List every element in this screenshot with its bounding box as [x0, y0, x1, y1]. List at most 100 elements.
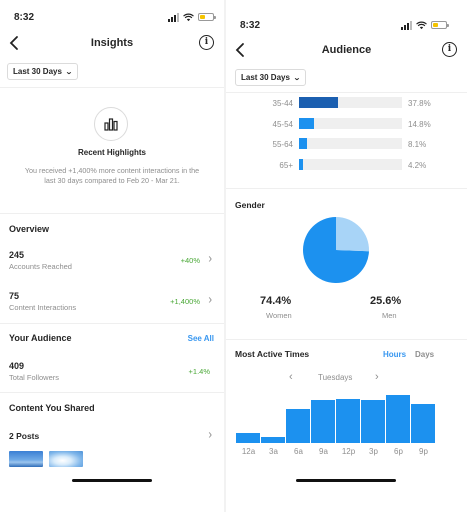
- prev-day-button[interactable]: ‹: [289, 371, 293, 383]
- wifi-icon: [183, 13, 194, 21]
- hour-bar: [336, 398, 360, 443]
- page-title: Audience: [321, 44, 372, 56]
- highlights-title: Recent Highlights: [77, 148, 146, 157]
- posts-count: 2 Posts: [9, 431, 40, 441]
- divider: [226, 339, 467, 340]
- age-percent: 4.2%: [408, 161, 427, 170]
- age-label: 55-64: [272, 140, 293, 149]
- wifi-icon: [416, 21, 427, 29]
- women-percent: 74.4%: [260, 295, 292, 307]
- page-title: Insights: [90, 37, 134, 49]
- post-thumbnail[interactable]: [9, 451, 43, 467]
- home-indicator: [296, 479, 396, 482]
- hour-bar: [236, 433, 260, 443]
- metric-value: 75: [9, 291, 20, 301]
- age-bar-fill: [299, 138, 308, 149]
- insights-screen: 8:32 Insights i Last 30 Days ⌄ Recent Hi…: [0, 0, 224, 512]
- battery-icon: [198, 13, 216, 21]
- age-row: 65+ 4.2%: [226, 159, 467, 173]
- active-hours-bar-chart: [236, 395, 436, 443]
- age-percent: 14.8%: [408, 120, 431, 129]
- age-row: 35-44 37.8%: [226, 97, 467, 111]
- hour-tick-label: 3p: [369, 447, 378, 456]
- hour-bar: [261, 437, 285, 443]
- divider: [0, 87, 224, 88]
- info-icon[interactable]: i: [199, 35, 214, 50]
- status-bar: 8:32: [14, 10, 216, 24]
- age-row: 45-54 14.8%: [226, 118, 467, 132]
- metric-value: 409: [9, 361, 25, 371]
- divider: [0, 213, 224, 214]
- nav-bar: Audience i: [226, 38, 467, 62]
- age-bar-track: [299, 138, 402, 149]
- chevron-down-icon: ⌄: [293, 74, 301, 82]
- age-percent: 37.8%: [408, 99, 431, 108]
- overview-heading: Overview: [9, 224, 50, 234]
- screen-divider: [224, 0, 226, 512]
- metric-label: Content Interactions: [9, 303, 77, 312]
- audience-heading: Your Audience: [9, 333, 72, 343]
- pie-slice-women: [303, 217, 369, 283]
- battery-icon: [431, 21, 449, 29]
- date-range-dropdown[interactable]: Last 30 Days ⌄: [7, 63, 78, 80]
- day-label: Tuesdays: [318, 373, 353, 382]
- active-times-heading: Most Active Times: [235, 349, 310, 359]
- age-bar-track: [299, 159, 402, 170]
- hour-bar: [286, 409, 310, 443]
- age-bar-fill: [299, 97, 338, 108]
- men-label: Men: [382, 311, 397, 320]
- bar-chart-icon: [94, 107, 128, 141]
- chevron-down-icon: ⌄: [65, 68, 73, 76]
- info-icon[interactable]: i: [442, 42, 457, 57]
- date-range-label: Last 30 Days: [13, 67, 62, 76]
- metric-delta: +1,400%: [170, 297, 200, 306]
- metric-value: 245: [9, 250, 25, 260]
- hour-bar: [411, 403, 435, 443]
- hour-tick-label: 6a: [294, 447, 303, 456]
- post-thumbnail[interactable]: [49, 451, 83, 467]
- chevron-right-icon: ›: [208, 427, 212, 443]
- age-bar-track: [299, 118, 402, 129]
- status-bar: 8:32: [240, 18, 449, 32]
- metric-label: Accounts Reached: [9, 262, 72, 271]
- age-row: 55-64 8.1%: [226, 138, 467, 152]
- metric-label: Total Followers: [9, 373, 60, 382]
- metric-delta: +40%: [180, 256, 200, 265]
- chevron-right-icon: ›: [208, 251, 212, 267]
- divider: [0, 323, 224, 324]
- tab-days[interactable]: Days: [415, 350, 435, 359]
- gender-pie-chart: [303, 217, 369, 283]
- hour-tick-label: 12a: [241, 447, 256, 456]
- age-label: 35-44: [272, 99, 293, 108]
- age-label: 65+: [279, 161, 293, 170]
- back-button[interactable]: [8, 35, 22, 51]
- age-label: 45-54: [272, 120, 293, 129]
- women-label: Women: [266, 311, 292, 320]
- age-bar-fill: [299, 118, 315, 129]
- metric-delta: +1.4%: [188, 367, 210, 376]
- age-percent: 8.1%: [408, 140, 427, 149]
- date-range-label: Last 30 Days: [241, 73, 290, 82]
- divider: [226, 188, 467, 189]
- date-range-dropdown[interactable]: Last 30 Days ⌄: [235, 69, 306, 86]
- hour-bar: [361, 399, 385, 443]
- hour-bar: [311, 399, 335, 443]
- divider: [0, 392, 224, 393]
- signal-icon: [401, 20, 412, 30]
- hour-tick-label: 6p: [394, 447, 403, 456]
- age-bar-track: [299, 97, 402, 108]
- hour-tick-label: 12p: [341, 447, 356, 456]
- nav-bar: Insights i: [0, 31, 224, 55]
- pie-slice-men: [336, 217, 369, 252]
- status-time: 8:32: [240, 19, 261, 31]
- chevron-right-icon: ›: [208, 292, 212, 308]
- next-day-button[interactable]: ›: [375, 371, 379, 383]
- gender-heading: Gender: [235, 200, 265, 210]
- highlights-text: You received +1,400% more content intera…: [24, 166, 200, 185]
- see-all-link[interactable]: See All: [187, 334, 214, 343]
- divider: [226, 92, 467, 93]
- men-percent: 25.6%: [370, 295, 402, 307]
- hour-bar: [386, 395, 410, 443]
- tab-hours[interactable]: Hours: [383, 350, 407, 359]
- back-button[interactable]: [234, 42, 248, 58]
